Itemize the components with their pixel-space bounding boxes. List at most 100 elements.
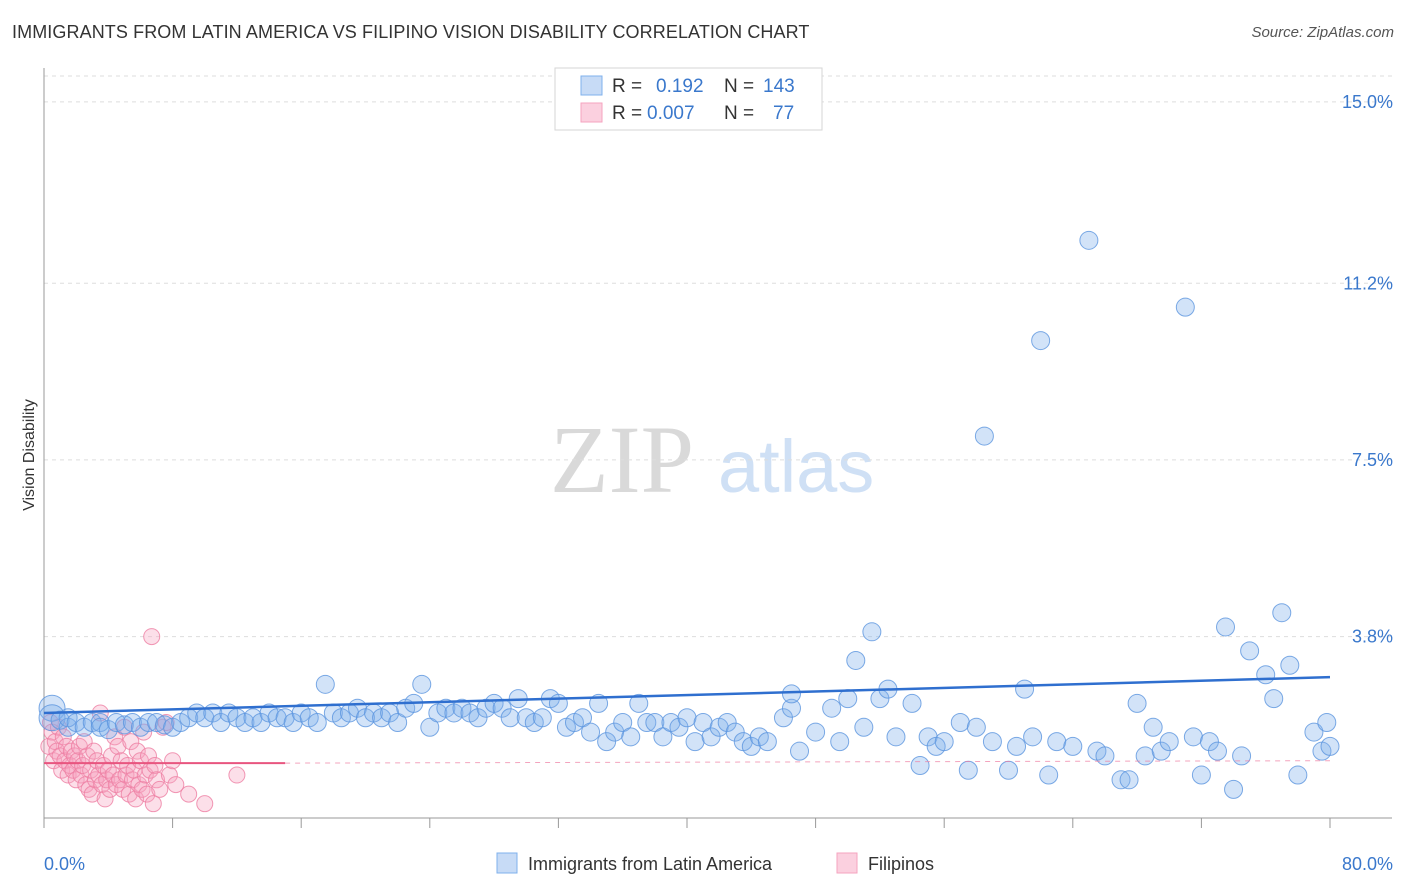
- latin-america-point: [886, 727, 906, 747]
- filipinos-point: [180, 785, 198, 803]
- latin-america-point: [315, 674, 335, 694]
- latin-america-points: [38, 230, 1340, 799]
- filipinos-point: [109, 737, 127, 755]
- x-tick-label: 80.0%: [1342, 854, 1393, 874]
- latin-america-point: [1159, 732, 1179, 752]
- latin-america-point: [790, 741, 810, 761]
- latin-america-point: [597, 732, 617, 752]
- bottom-legend: Immigrants from Latin America Filipinos: [496, 852, 934, 874]
- latin-america-point: [653, 727, 673, 747]
- latin-america-point: [717, 713, 737, 733]
- latin-america-point: [1079, 230, 1099, 250]
- legend-n-label-1: N =: [724, 76, 754, 97]
- filipinos-point: [228, 766, 246, 784]
- latin-america-point: [589, 693, 609, 713]
- filipinos-point: [138, 785, 156, 803]
- latin-america-point: [846, 650, 866, 670]
- latin-america-point: [114, 715, 134, 735]
- latin-america-point: [307, 713, 327, 733]
- latin-america-point: [581, 722, 601, 742]
- latin-america-point: [966, 717, 986, 737]
- latin-america-point: [613, 713, 633, 733]
- latin-america-point: [1143, 717, 1163, 737]
- latin-america-point: [1216, 617, 1236, 637]
- latin-america-point: [637, 713, 657, 733]
- latin-america-point: [1232, 746, 1252, 766]
- filipinos-point: [93, 776, 111, 794]
- latin-america-point: [645, 713, 665, 733]
- latin-america-point: [468, 708, 488, 728]
- filipinos-point: [67, 771, 85, 789]
- filipinos-point: [164, 752, 182, 770]
- latin-america-point: [1111, 770, 1131, 790]
- latin-america-point: [1039, 765, 1059, 785]
- latin-america-point: [958, 760, 978, 780]
- latin-america-point: [934, 732, 954, 752]
- latin-america-point: [1119, 770, 1139, 790]
- filipinos-point: [143, 628, 161, 646]
- y-tick-label: 15.0%: [1342, 92, 1393, 112]
- legend-swatch-pink: [580, 102, 603, 123]
- latin-america-point: [1047, 732, 1067, 752]
- filipinos-point: [90, 766, 108, 784]
- latin-america-point: [1280, 655, 1300, 675]
- filipinos-point: [91, 704, 109, 722]
- latin-america-point: [1063, 736, 1083, 756]
- latin-america-point: [155, 715, 175, 735]
- filipinos-point: [122, 733, 140, 751]
- latin-america-point: [838, 689, 858, 709]
- legend-r-value-1: 0.192: [656, 76, 704, 97]
- legend-swatch-blue: [580, 75, 603, 96]
- latin-america-point: [902, 693, 922, 713]
- watermark-atlas: atlas: [718, 425, 874, 508]
- filipinos-point: [151, 780, 169, 798]
- latin-america-point: [388, 713, 408, 733]
- latin-america-point: [90, 713, 110, 733]
- filipinos-point: [146, 756, 164, 774]
- latin-america-point: [38, 694, 66, 722]
- filipinos-point: [148, 771, 166, 789]
- latin-america-point: [701, 727, 721, 747]
- latin-america-point: [1095, 746, 1115, 766]
- latin-america-point: [1023, 727, 1043, 747]
- latin-america-point: [1127, 693, 1147, 713]
- latin-america-point: [822, 698, 842, 718]
- latin-america-point: [629, 693, 649, 713]
- latin-america-point: [999, 760, 1018, 780]
- latin-america-point: [573, 708, 593, 728]
- latin-america-point: [138, 713, 158, 733]
- filipinos-point: [167, 776, 185, 794]
- latin-america-point: [50, 710, 70, 730]
- latin-america-point: [1175, 297, 1195, 317]
- latin-america-point: [420, 717, 440, 737]
- bottom-legend-label-pink: Filipinos: [868, 854, 934, 874]
- filipinos-point: [85, 742, 103, 760]
- legend-n-value-1: 143: [763, 76, 795, 97]
- latin-america-point: [862, 622, 882, 642]
- x-tick-label: 0.0%: [44, 854, 85, 874]
- filipinos-point: [128, 742, 146, 760]
- tick-labels: 3.8% 7.5% 11.2% 15.0% 0.0% 80.0%: [44, 92, 1393, 874]
- filipinos-point: [160, 766, 178, 784]
- legend-r-value-2: 0.007: [647, 103, 695, 124]
- latin-america-point: [500, 708, 520, 728]
- latin-america-point: [1007, 736, 1027, 756]
- filipinos-point: [61, 756, 79, 774]
- bottom-legend-label-blue: Immigrants from Latin America: [528, 854, 773, 874]
- filipinos-point: [127, 790, 145, 808]
- filipinos-point: [80, 780, 98, 798]
- latin-america-point: [910, 755, 930, 775]
- latin-america-point: [806, 722, 826, 742]
- latin-america-point: [974, 426, 994, 446]
- trend-lines: [43, 675, 1331, 765]
- latin-america-point: [1135, 746, 1155, 766]
- latin-america-point: [1240, 641, 1260, 661]
- y-axis-label: Vision Disability: [21, 399, 38, 511]
- gridlines: [44, 75, 1392, 638]
- latin-america-point: [854, 717, 874, 737]
- legend-n-value-2: 77: [773, 103, 794, 124]
- y-tick-label: 3.8%: [1352, 627, 1393, 647]
- chart-title: IMMIGRANTS FROM LATIN AMERICA VS FILIPIN…: [12, 22, 810, 42]
- latin-america-point: [621, 727, 641, 747]
